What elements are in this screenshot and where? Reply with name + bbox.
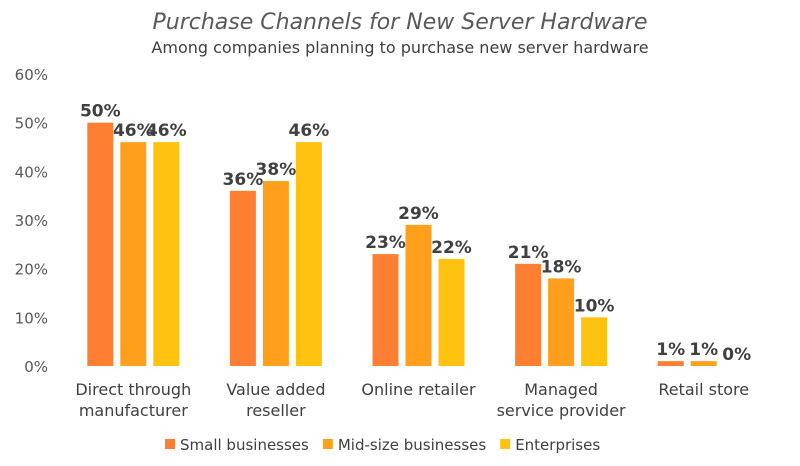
- x-tick-label: Value added: [226, 380, 325, 399]
- data-label: 38%: [256, 160, 297, 180]
- bar: [87, 122, 114, 367]
- legend-swatch: [322, 439, 333, 449]
- data-label: 22%: [431, 238, 472, 258]
- y-tick-label: 30%: [15, 212, 48, 230]
- bar: [229, 190, 256, 366]
- x-tick-label: Managed: [524, 380, 598, 399]
- data-label: 1%: [656, 340, 685, 360]
- legend-swatch: [165, 439, 175, 449]
- legend-label: Mid-size businesses: [338, 436, 487, 454]
- chart-subtitle: Among companies planning to purchase new…: [151, 38, 648, 57]
- x-tick-label: reseller: [246, 401, 306, 420]
- data-label: 10%: [574, 296, 615, 316]
- x-tick-label: service provider: [497, 401, 626, 420]
- y-tick-label: 60%: [15, 66, 48, 84]
- bar: [262, 181, 289, 366]
- x-tick-label: Online retailer: [361, 380, 476, 399]
- data-label: 0%: [722, 345, 751, 365]
- data-label: 50%: [80, 102, 121, 122]
- x-tick-label: manufacturer: [79, 401, 188, 420]
- y-tick-label: 10%: [15, 309, 48, 327]
- data-label: 18%: [541, 257, 582, 277]
- x-tick-label: Direct through: [75, 380, 191, 399]
- bar: [657, 361, 684, 366]
- data-label: 29%: [398, 204, 439, 224]
- data-label: 21%: [508, 243, 549, 263]
- bar: [515, 263, 542, 366]
- bar: [295, 142, 322, 366]
- data-label: 46%: [113, 121, 154, 141]
- bar: [120, 142, 147, 366]
- y-tick-label: 50%: [15, 115, 48, 133]
- bar: [690, 361, 717, 366]
- chart-title: Purchase Channels for New Server Hardwar…: [153, 10, 648, 35]
- data-label: 36%: [223, 170, 264, 190]
- x-tick-label: Retail store: [658, 380, 749, 399]
- bar: [405, 224, 432, 366]
- data-label: 23%: [365, 233, 406, 253]
- y-tick-label: 20%: [15, 261, 48, 279]
- y-tick-label: 40%: [15, 163, 48, 181]
- bar: [548, 278, 575, 366]
- bar: [438, 258, 465, 366]
- legend-swatch: [500, 439, 511, 449]
- bar: [153, 142, 180, 366]
- legend-label: Small businesses: [180, 436, 309, 454]
- bar: [372, 254, 399, 366]
- legend-label: Enterprises: [515, 436, 600, 454]
- data-label: 46%: [289, 121, 330, 141]
- data-label: 46%: [146, 121, 187, 141]
- y-tick-label: 0%: [24, 358, 48, 376]
- bar: [581, 317, 608, 366]
- data-label: 1%: [689, 340, 718, 360]
